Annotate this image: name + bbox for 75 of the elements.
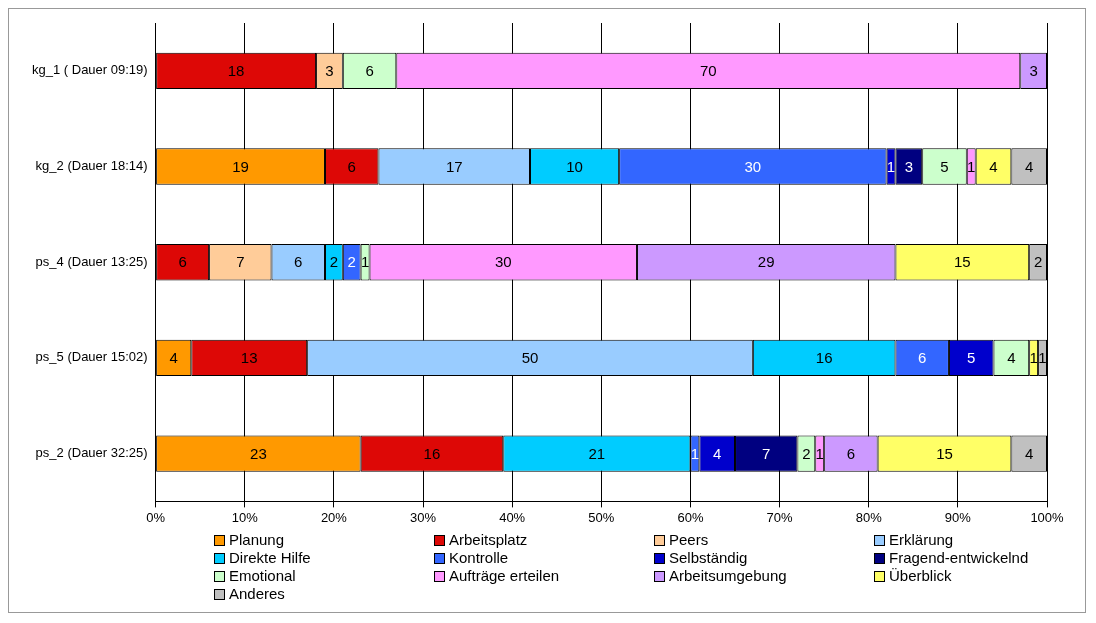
legend-label: Kontrolle: [449, 549, 509, 567]
data-label: 17: [445, 157, 463, 175]
data-label: 30: [494, 253, 512, 271]
x-tick-label: 0%: [146, 509, 166, 525]
data-label: 29: [757, 253, 775, 271]
data-label: 1: [690, 444, 700, 462]
data-label: 1: [1029, 349, 1038, 367]
data-label: 10: [566, 157, 583, 175]
data-label: 13: [240, 349, 258, 367]
data-label: 16: [423, 444, 441, 462]
y-tick-label: kg_2 (Dauer 18:14): [35, 158, 148, 174]
x-tick-label: 40%: [499, 509, 526, 525]
data-label: 4: [989, 157, 998, 175]
x-tick-label: 10%: [231, 509, 259, 525]
y-tick-label: ps_2 (Dauer 32:25): [35, 445, 148, 461]
y-tick-label: ps_5 (Dauer 15:02): [35, 349, 148, 365]
data-label: 4: [713, 444, 722, 462]
data-label: 1: [967, 157, 976, 175]
x-tick-label: 90%: [944, 509, 972, 525]
legend-label: Fragend-entwickelnd: [889, 549, 1029, 567]
data-label: 3: [325, 61, 334, 79]
data-label: 1: [360, 253, 370, 271]
y-tick-label: ps_4 (Dauer 13:25): [35, 253, 148, 269]
data-label: 7: [762, 444, 771, 462]
data-label: 5: [940, 157, 949, 175]
x-tick-label: 70%: [766, 509, 794, 525]
x-tick-label: 80%: [855, 509, 883, 525]
data-label: 6: [918, 349, 927, 367]
data-label: 2: [1033, 253, 1043, 271]
x-tick-label: 60%: [677, 509, 704, 525]
data-label: 30: [744, 157, 762, 175]
data-label: 2: [347, 253, 356, 271]
legend-label: Aufträge erteilen: [449, 567, 560, 585]
legend-label: Selbständig: [669, 549, 748, 567]
data-label: 6: [178, 253, 187, 271]
data-label: 70: [699, 61, 717, 79]
data-label: 2: [802, 444, 811, 462]
data-label: 23: [250, 444, 267, 462]
legend-label: Direkte Hilfe: [229, 549, 311, 567]
data-label: 15: [953, 253, 971, 271]
legend-label: Emotional: [229, 567, 296, 585]
data-label: 4: [169, 349, 178, 367]
legend-label: Anderes: [229, 585, 285, 603]
data-label: 3: [1029, 61, 1038, 79]
x-tick-label: 50%: [588, 509, 615, 525]
legend-label: Planung: [229, 531, 285, 549]
x-tick-label: 30%: [410, 509, 437, 525]
legend-label: Peers: [669, 531, 709, 549]
data-label: 21: [588, 444, 606, 462]
legend-label: Arbeitsumgebung: [669, 567, 787, 585]
legend-label: Erklärung: [889, 531, 954, 549]
x-tick-label: 20%: [320, 509, 348, 525]
data-label: 6: [365, 61, 374, 79]
legend-label: Überblick: [889, 567, 952, 585]
legend-label: Arbeitsplatz: [449, 531, 528, 549]
data-label: 6: [347, 157, 356, 175]
data-label: 3: [904, 157, 914, 175]
data-label: 6: [846, 444, 856, 462]
data-label: 18: [227, 61, 245, 79]
data-label: 19: [232, 157, 249, 175]
data-label: 16: [815, 349, 833, 367]
y-tick-label: kg_1 ( Dauer 09:19): [32, 62, 148, 78]
data-label: 4: [1007, 349, 1016, 367]
data-label: 1: [815, 444, 824, 462]
data-label: 2: [329, 253, 339, 271]
data-label: 15: [936, 444, 953, 462]
data-label: 6: [294, 253, 303, 271]
data-label: 50: [521, 349, 539, 367]
data-label: 1: [1038, 349, 1047, 367]
data-label: 7: [236, 253, 245, 271]
data-label: 4: [1025, 157, 1034, 175]
data-label: 4: [1025, 444, 1034, 462]
data-label: 1: [886, 157, 896, 175]
data-label: 5: [967, 349, 976, 367]
x-tick-label: 100%: [1030, 509, 1065, 525]
